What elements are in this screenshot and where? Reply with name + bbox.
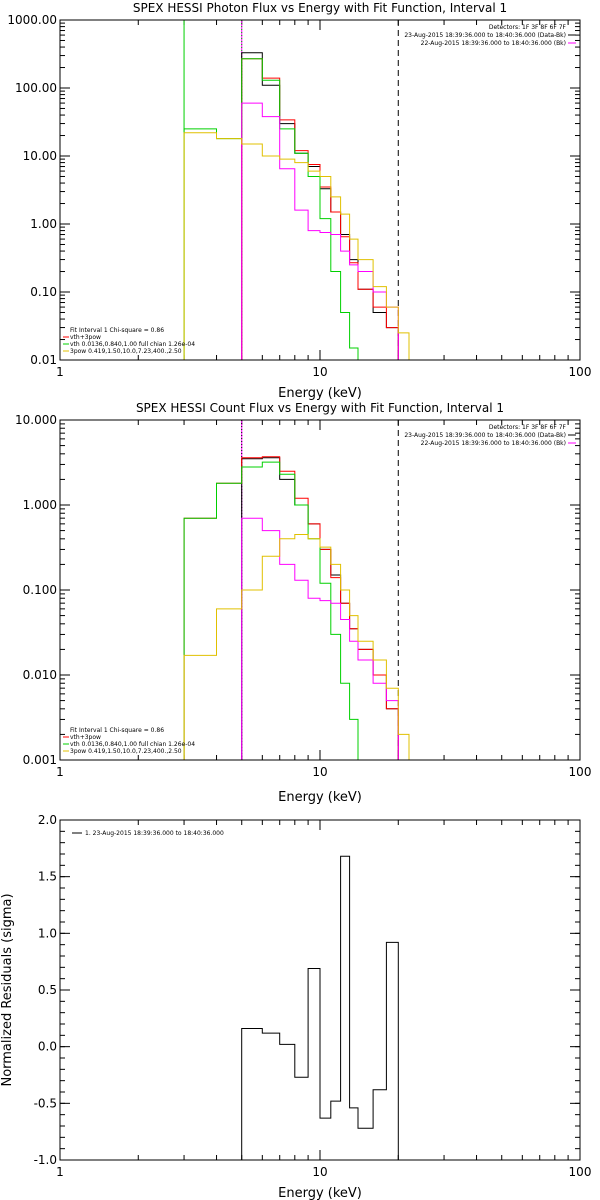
y-tick-label: 2.0 bbox=[38, 813, 57, 827]
x-tick-label: 1 bbox=[56, 365, 64, 379]
fit-legend-text: vth+3pow bbox=[70, 734, 101, 741]
fit-legend-text: vth 0.0136,0.840,1.00 full chian 1.26e-0… bbox=[70, 741, 195, 748]
x-tick-label: 10 bbox=[312, 1165, 327, 1179]
series-step-line bbox=[241, 855, 399, 1160]
interval-header-text: 23-Aug-2015 18:39:36.000 to 18:40:36.000… bbox=[404, 32, 566, 39]
x-tick-label: 10 bbox=[312, 365, 327, 379]
interval-header-text: Detectors: 1F 3F 8F 6F 7F bbox=[489, 24, 567, 31]
x-tick-label: 100 bbox=[569, 365, 592, 379]
y-tick-label: 100.00 bbox=[15, 81, 57, 95]
fit-legend-text: vth+3pow bbox=[70, 334, 101, 341]
count-flux-panel: SPEX HESSI Count Flux vs Energy with Fit… bbox=[15, 401, 591, 805]
x-tick-label: 100 bbox=[569, 1165, 592, 1179]
y-tick-label: -1.0 bbox=[34, 1153, 57, 1167]
series-step-line bbox=[241, 517, 399, 760]
residuals-axes-frame bbox=[59, 819, 581, 1161]
series-step-line bbox=[183, 534, 410, 760]
y-tick-label: 0.001 bbox=[23, 753, 57, 767]
y-tick-label: 0.100 bbox=[23, 583, 57, 597]
y-tick-label: -0.5 bbox=[34, 1096, 57, 1110]
y-tick-label: 0.010 bbox=[23, 668, 57, 682]
interval-header-text: Detectors: 1F 3F 8F 6F 7F bbox=[489, 424, 567, 431]
y-tick-label: 0.10 bbox=[30, 285, 57, 299]
y-tick-label: 10.000 bbox=[15, 413, 57, 427]
interval-header-text: 23-Aug-2015 18:39:36.000 to 18:40:36.000… bbox=[404, 432, 566, 439]
x-tick-label: 1 bbox=[56, 765, 64, 779]
y-tick-label: 10.00 bbox=[23, 149, 57, 163]
fit-legend-text: 3pow 0.419,1.50,10.0,7.23,400.,2.50 bbox=[70, 348, 182, 355]
fit-legend-text: vth 0.0136,0.840,1.00 full chian 1.26e-0… bbox=[70, 341, 195, 348]
fit-legend-text: Fit Interval 1 Chi-square = 0.86 bbox=[70, 727, 164, 734]
y-tick-label: 1000.00 bbox=[7, 13, 57, 27]
interval-header-text: 22-Aug-2015 18:39:36.000 to 18:40:36.000… bbox=[421, 440, 566, 447]
x-tick-label: 100 bbox=[569, 765, 592, 779]
x-tick-label: 1 bbox=[56, 1165, 64, 1179]
series-step-line bbox=[183, 461, 374, 760]
photon-flux-xlabel: Energy (keV) bbox=[278, 386, 362, 401]
count-flux-xlabel: Energy (keV) bbox=[278, 790, 362, 805]
series-step-line bbox=[183, 132, 410, 360]
fit-legend-text: 3pow 0.419,1.50,10.0,7.23,400.,2.50 bbox=[70, 748, 182, 755]
count-flux-title: SPEX HESSI Count Flux vs Energy with Fit… bbox=[136, 401, 504, 415]
photon-flux-axes-frame bbox=[59, 19, 581, 361]
x-tick-label: 10 bbox=[312, 765, 327, 779]
interval-header-text: 22-Aug-2015 18:39:36.000 to 18:40:36.000… bbox=[421, 40, 566, 47]
y-tick-label: 1.00 bbox=[30, 217, 57, 231]
photon-flux-panel: SPEX HESSI Photon Flux vs Energy with Fi… bbox=[7, 1, 591, 401]
photon-flux-title: SPEX HESSI Photon Flux vs Energy with Fi… bbox=[133, 1, 507, 15]
y-tick-label: 1.0 bbox=[38, 926, 57, 940]
residuals-panel: Energy (keV) Normalized Residuals (sigma… bbox=[0, 813, 591, 1200]
y-tick-label: 0.01 bbox=[30, 353, 57, 367]
fit-legend-text: Fit Interval 1 Chi-square = 0.86 bbox=[70, 327, 164, 334]
y-tick-label: 0.5 bbox=[38, 983, 57, 997]
residuals-ylabel: Normalized Residuals (sigma) bbox=[0, 893, 15, 1086]
count-flux-axes-frame bbox=[59, 419, 581, 761]
residuals-xlabel: Energy (keV) bbox=[278, 1186, 362, 1200]
residual-legend-text: 1. 23-Aug-2015 18:39:36.000 to 18:40:36.… bbox=[85, 830, 224, 837]
y-tick-label: 0.0 bbox=[38, 1040, 57, 1054]
y-tick-label: 1.5 bbox=[38, 870, 57, 884]
y-tick-label: 1.000 bbox=[23, 498, 57, 512]
series-step-line bbox=[241, 102, 399, 360]
